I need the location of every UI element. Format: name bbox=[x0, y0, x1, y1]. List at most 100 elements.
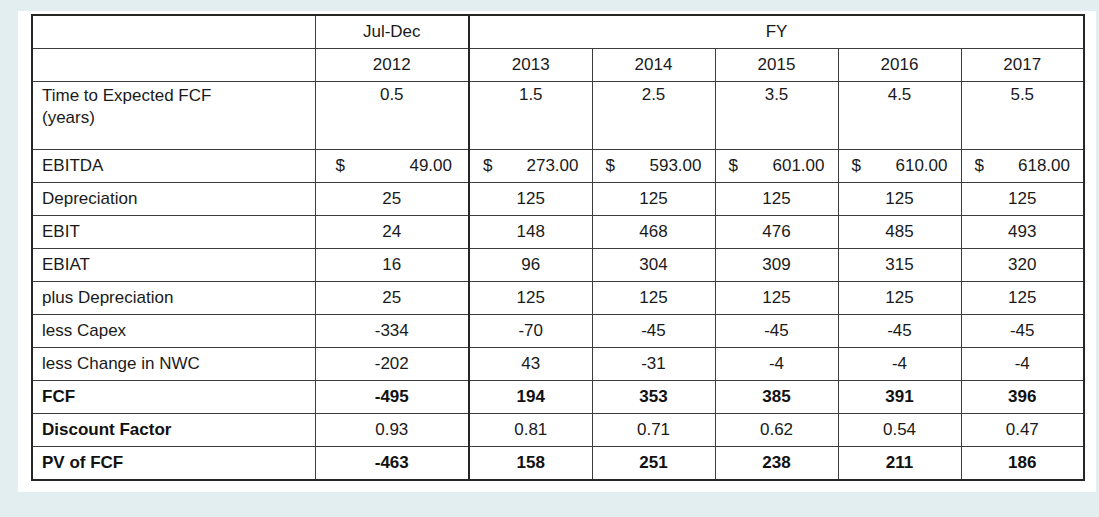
table-row: plus Depreciation 25 125 125 125 125 125 bbox=[32, 282, 1084, 315]
cell-value: 125 bbox=[592, 183, 715, 216]
table-row: Time to Expected FCF (years) 0.5 1.5 2.5… bbox=[32, 82, 1084, 150]
table-row: EBIAT 16 96 304 309 315 320 bbox=[32, 249, 1084, 282]
cell-value: 49.00 bbox=[409, 156, 452, 176]
cell-value: -31 bbox=[592, 348, 715, 381]
header-period-row: Jul-Dec FY bbox=[32, 15, 1084, 49]
row-label: FCF bbox=[32, 381, 315, 414]
cell-value: -45 bbox=[592, 315, 715, 348]
header-empty-cell bbox=[32, 49, 315, 82]
header-year-2017: 2017 bbox=[961, 49, 1084, 82]
cell-value: $49.00 bbox=[315, 150, 469, 183]
cell-value: $593.00 bbox=[592, 150, 715, 183]
row-label: EBIAT bbox=[32, 249, 315, 282]
header-group-fy: FY bbox=[469, 15, 1084, 49]
cell-value: 1.5 bbox=[469, 82, 592, 150]
cell-value: 618.00 bbox=[1018, 156, 1070, 176]
header-year-2014: 2014 bbox=[592, 49, 715, 82]
cell-value: -202 bbox=[315, 348, 469, 381]
cell-value: 320 bbox=[961, 249, 1084, 282]
cell-value: -463 bbox=[315, 447, 469, 481]
cell-value: 5.5 bbox=[961, 82, 1084, 150]
cell-value: 396 bbox=[961, 381, 1084, 414]
cell-value: 273.00 bbox=[527, 156, 579, 176]
row-label: PV of FCF bbox=[32, 447, 315, 481]
cell-value: 125 bbox=[961, 183, 1084, 216]
cell-value: 309 bbox=[715, 249, 838, 282]
row-label: Discount Factor bbox=[32, 414, 315, 447]
cell-value: 251 bbox=[592, 447, 715, 481]
header-year-2013: 2013 bbox=[469, 49, 592, 82]
cell-value: 0.5 bbox=[315, 82, 469, 150]
cell-value: 0.71 bbox=[592, 414, 715, 447]
row-label: less Capex bbox=[32, 315, 315, 348]
table-row: Discount Factor 0.93 0.81 0.71 0.62 0.54… bbox=[32, 414, 1084, 447]
cell-value: 385 bbox=[715, 381, 838, 414]
cell-value: 125 bbox=[715, 282, 838, 315]
cell-value: 125 bbox=[961, 282, 1084, 315]
currency-symbol: $ bbox=[729, 156, 738, 176]
cell-value: 391 bbox=[838, 381, 961, 414]
row-label: Time to Expected FCF (years) bbox=[32, 82, 315, 150]
cell-value: 125 bbox=[592, 282, 715, 315]
header-period-jul-dec: Jul-Dec bbox=[315, 15, 469, 49]
cell-value: 3.5 bbox=[715, 82, 838, 150]
cell-value: 125 bbox=[838, 183, 961, 216]
table-row: less Change in NWC -202 43 -31 -4 -4 -4 bbox=[32, 348, 1084, 381]
row-label: Depreciation bbox=[32, 183, 315, 216]
table-row: EBIT 24 148 468 476 485 493 bbox=[32, 216, 1084, 249]
table-row: EBITDA $49.00 $273.00 $593.00 $601.00 $6… bbox=[32, 150, 1084, 183]
cell-value: 493 bbox=[961, 216, 1084, 249]
cell-value: -45 bbox=[961, 315, 1084, 348]
content-card: Jul-Dec FY 2012 2013 2014 2015 2016 2017… bbox=[18, 11, 1096, 492]
cell-value: 0.62 bbox=[715, 414, 838, 447]
cell-value: -45 bbox=[715, 315, 838, 348]
cell-value: 25 bbox=[315, 183, 469, 216]
header-empty-cell bbox=[32, 15, 315, 49]
cell-value: 194 bbox=[469, 381, 592, 414]
currency-symbol: $ bbox=[483, 156, 492, 176]
cell-value: 485 bbox=[838, 216, 961, 249]
cell-value: $601.00 bbox=[715, 150, 838, 183]
cell-value: 2.5 bbox=[592, 82, 715, 150]
header-year-2016: 2016 bbox=[838, 49, 961, 82]
cell-value: 353 bbox=[592, 381, 715, 414]
header-year-2015: 2015 bbox=[715, 49, 838, 82]
cell-value: 304 bbox=[592, 249, 715, 282]
table-row: FCF -495 194 353 385 391 396 bbox=[32, 381, 1084, 414]
currency-symbol: $ bbox=[975, 156, 984, 176]
cell-value: 25 bbox=[315, 282, 469, 315]
cell-value: -4 bbox=[715, 348, 838, 381]
cell-value: -334 bbox=[315, 315, 469, 348]
table-row: less Capex -334 -70 -45 -45 -45 -45 bbox=[32, 315, 1084, 348]
row-label: EBIT bbox=[32, 216, 315, 249]
cell-value: 0.54 bbox=[838, 414, 961, 447]
currency-symbol: $ bbox=[336, 156, 345, 176]
cell-value: 186 bbox=[961, 447, 1084, 481]
header-year-2012: 2012 bbox=[315, 49, 469, 82]
cell-value: -4 bbox=[961, 348, 1084, 381]
cell-value: 476 bbox=[715, 216, 838, 249]
row-label: less Change in NWC bbox=[32, 348, 315, 381]
cell-value: 0.93 bbox=[315, 414, 469, 447]
cell-value: 0.47 bbox=[961, 414, 1084, 447]
row-label: EBITDA bbox=[32, 150, 315, 183]
row-label: plus Depreciation bbox=[32, 282, 315, 315]
header-years-row: 2012 2013 2014 2015 2016 2017 bbox=[32, 49, 1084, 82]
cell-value: -4 bbox=[838, 348, 961, 381]
cell-value: 125 bbox=[838, 282, 961, 315]
cell-value: 4.5 bbox=[838, 82, 961, 150]
cell-value: 315 bbox=[838, 249, 961, 282]
table-row: Depreciation 25 125 125 125 125 125 bbox=[32, 183, 1084, 216]
cell-value: $610.00 bbox=[838, 150, 961, 183]
cell-value: $618.00 bbox=[961, 150, 1084, 183]
cell-value: 211 bbox=[838, 447, 961, 481]
cell-value: -45 bbox=[838, 315, 961, 348]
currency-symbol: $ bbox=[606, 156, 615, 176]
cell-value: 125 bbox=[715, 183, 838, 216]
dcf-table: Jul-Dec FY 2012 2013 2014 2015 2016 2017… bbox=[31, 14, 1085, 481]
cell-value: -70 bbox=[469, 315, 592, 348]
cell-value: -495 bbox=[315, 381, 469, 414]
cell-value: 16 bbox=[315, 249, 469, 282]
cell-value: 96 bbox=[469, 249, 592, 282]
cell-value: 601.00 bbox=[773, 156, 825, 176]
